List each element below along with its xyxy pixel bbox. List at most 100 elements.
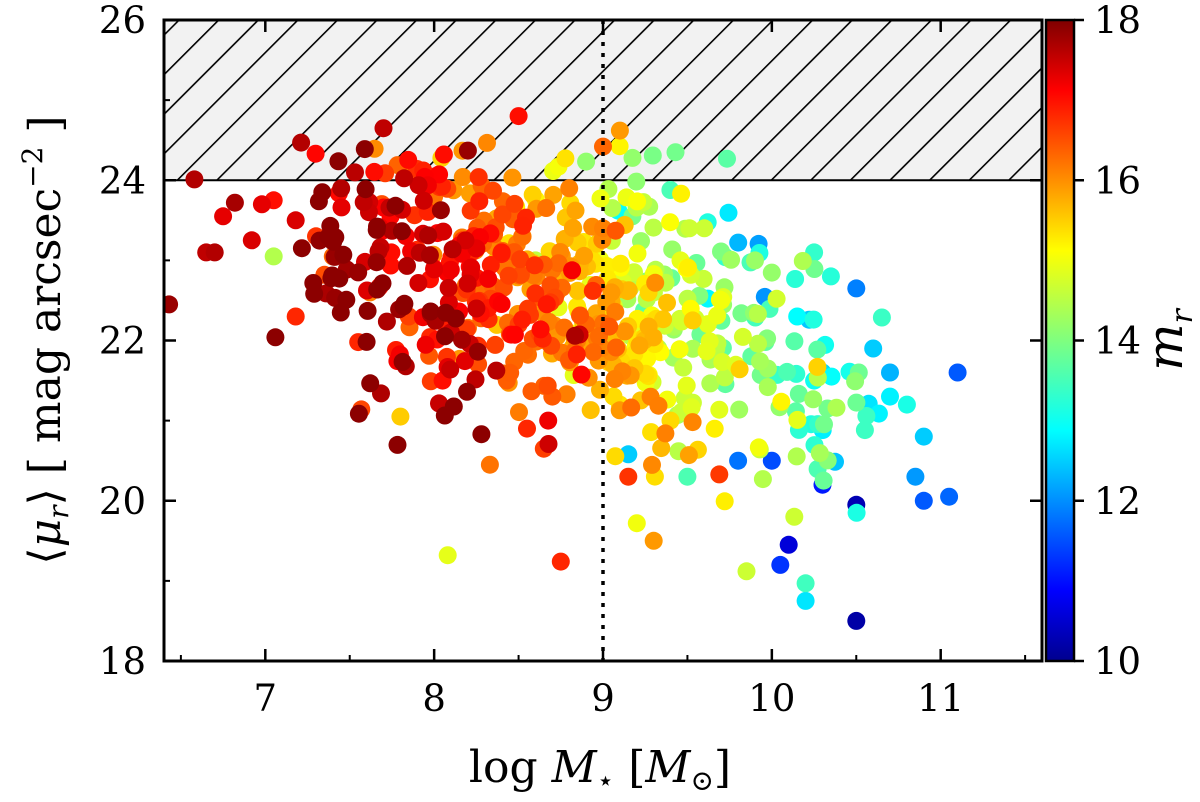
data-point bbox=[434, 222, 453, 241]
data-point bbox=[771, 555, 790, 574]
data-point bbox=[847, 279, 866, 298]
data-point bbox=[214, 207, 233, 226]
x-tick-label: 8 bbox=[422, 677, 446, 720]
data-point bbox=[628, 244, 647, 263]
data-point bbox=[441, 360, 460, 379]
data-point bbox=[453, 168, 472, 186]
x-tick-label: 7 bbox=[254, 677, 278, 720]
data-point bbox=[525, 256, 544, 275]
data-point bbox=[611, 254, 630, 273]
data-point bbox=[682, 398, 701, 417]
data-point bbox=[414, 191, 433, 210]
data-point bbox=[730, 400, 749, 419]
data-point bbox=[355, 140, 374, 159]
colorbar-ticks: 10 12 14 16 18 bbox=[1074, 0, 1141, 683]
data-point bbox=[266, 328, 285, 347]
data-point bbox=[478, 133, 496, 152]
data-point bbox=[505, 194, 524, 213]
x-tick-label: 9 bbox=[591, 677, 615, 720]
svg-text:mr: mr bbox=[1136, 307, 1200, 370]
x-tick-label: 10 bbox=[748, 677, 795, 720]
data-point bbox=[509, 107, 528, 126]
data-point bbox=[815, 415, 833, 434]
data-point bbox=[827, 398, 846, 417]
data-point bbox=[872, 308, 891, 327]
data-point bbox=[332, 198, 351, 217]
data-point bbox=[357, 332, 376, 351]
data-point bbox=[419, 226, 438, 245]
data-point bbox=[718, 149, 736, 168]
data-point bbox=[804, 310, 823, 329]
data-point bbox=[264, 247, 283, 266]
data-point bbox=[804, 390, 823, 409]
x-tick-label: 11 bbox=[917, 677, 964, 720]
data-point bbox=[746, 251, 764, 270]
data-point bbox=[808, 340, 827, 359]
data-point bbox=[472, 425, 491, 444]
data-point bbox=[416, 335, 435, 354]
data-point bbox=[710, 465, 729, 484]
data-point bbox=[642, 423, 661, 442]
data-point bbox=[847, 393, 866, 412]
data-point bbox=[566, 326, 584, 345]
data-point bbox=[680, 219, 699, 238]
data-point bbox=[420, 246, 439, 265]
data-point bbox=[326, 228, 345, 247]
data-point bbox=[518, 419, 536, 438]
data-point bbox=[455, 352, 474, 371]
data-point bbox=[164, 295, 179, 314]
data-point bbox=[722, 250, 741, 269]
data-point bbox=[388, 435, 407, 454]
data-point bbox=[409, 274, 428, 292]
data-point bbox=[581, 401, 600, 420]
data-point bbox=[487, 361, 506, 380]
data-point bbox=[398, 256, 416, 275]
data-point bbox=[656, 424, 675, 443]
data-point bbox=[399, 150, 418, 169]
data-point bbox=[361, 374, 380, 393]
data-point bbox=[666, 143, 685, 162]
colorbar-label: mr bbox=[1136, 307, 1200, 370]
data-point bbox=[610, 137, 629, 156]
data-point bbox=[695, 219, 714, 238]
data-point bbox=[602, 283, 621, 302]
data-point bbox=[644, 218, 663, 237]
data-point bbox=[914, 427, 933, 446]
data-point bbox=[392, 222, 411, 241]
data-point bbox=[577, 152, 596, 171]
data-point bbox=[467, 299, 486, 318]
data-point bbox=[623, 148, 642, 167]
data-point bbox=[864, 339, 883, 358]
y-tick-label: 22 bbox=[99, 320, 146, 363]
data-point bbox=[292, 239, 311, 258]
colorbar-tick-label: 14 bbox=[1094, 320, 1141, 363]
data-point bbox=[630, 336, 649, 355]
data-point bbox=[374, 119, 393, 138]
data-point bbox=[606, 221, 625, 240]
data-point bbox=[513, 310, 532, 329]
data-point bbox=[436, 303, 455, 322]
data-point bbox=[814, 471, 833, 490]
data-point bbox=[286, 307, 305, 326]
svg-text:log M⋆ [M⊙]: log M⋆ [M⊙] bbox=[469, 742, 731, 797]
data-point bbox=[292, 133, 311, 152]
data-point bbox=[242, 231, 261, 250]
data-point bbox=[511, 250, 530, 269]
data-point bbox=[646, 273, 665, 292]
data-point bbox=[591, 189, 610, 208]
data-point bbox=[644, 328, 663, 347]
data-point bbox=[810, 444, 829, 463]
data-point bbox=[480, 455, 499, 474]
data-point bbox=[421, 302, 440, 321]
data-point bbox=[594, 137, 612, 156]
data-point bbox=[306, 144, 325, 163]
data-point bbox=[391, 407, 410, 426]
data-point bbox=[847, 611, 866, 630]
data-point bbox=[305, 284, 324, 303]
data-point bbox=[531, 320, 550, 339]
colorbar-tick-label: 16 bbox=[1094, 159, 1141, 202]
data-point bbox=[619, 467, 638, 486]
colorbar-tick-label: 12 bbox=[1094, 480, 1141, 523]
data-point bbox=[762, 263, 781, 282]
data-point bbox=[822, 367, 841, 386]
